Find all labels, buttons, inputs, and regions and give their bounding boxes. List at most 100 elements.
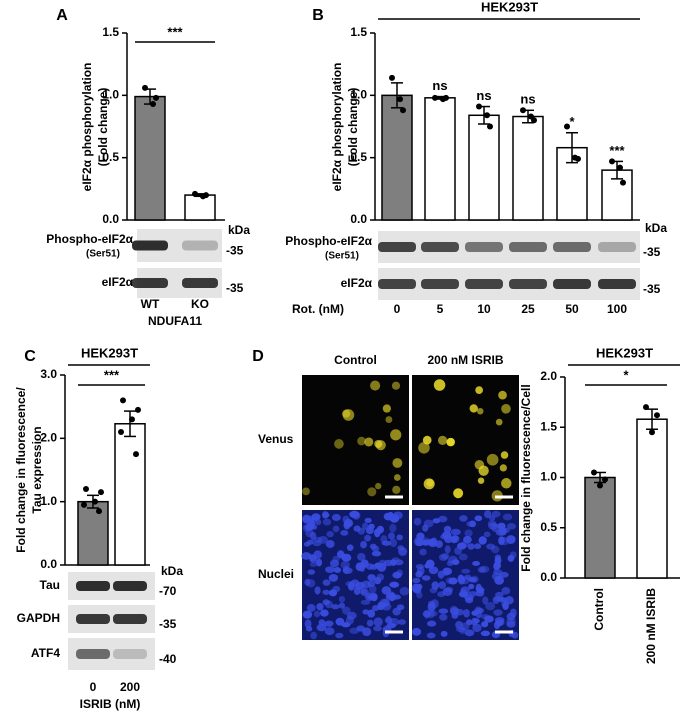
nucleus [335, 632, 344, 639]
cell [500, 451, 509, 459]
panel-letter: A [56, 7, 68, 24]
nucleus [428, 541, 438, 548]
nucleus [484, 510, 492, 519]
x-tick-label: 10 [477, 302, 491, 316]
nucleus [426, 632, 436, 639]
nucleus [322, 518, 332, 526]
nucleus [502, 601, 509, 611]
nucleus [501, 586, 511, 595]
y-tick-label: 1.0 [350, 88, 367, 102]
data-point [487, 123, 493, 130]
nucleus [474, 543, 482, 550]
nucleus [506, 523, 517, 530]
nucleus [368, 523, 375, 530]
blot-label: eIF2α [102, 275, 134, 289]
nucleus [353, 586, 361, 596]
blot-band [76, 649, 110, 659]
blot-band [132, 240, 168, 251]
nucleus [443, 525, 452, 533]
data-point [531, 117, 537, 124]
nucleus [480, 630, 491, 637]
nucleus [475, 583, 482, 593]
nucleus [419, 548, 427, 556]
nucleus [435, 540, 443, 548]
nucleus [493, 562, 500, 571]
blot-band [465, 242, 503, 252]
image-column-label: Control [334, 353, 377, 367]
cell [385, 416, 393, 423]
nucleus [374, 577, 382, 585]
nucleus [338, 595, 346, 603]
nucleus [326, 531, 334, 538]
nucleus [459, 515, 468, 522]
blot-marker: -35 [643, 245, 661, 259]
nucleus [367, 609, 376, 618]
blot-band [421, 279, 459, 289]
blot-band [509, 242, 547, 252]
y-axis-label: Fold change in fluorescence/ [14, 387, 28, 553]
panel-letter: B [312, 7, 324, 24]
x-axis-label: Rot. (nM) [292, 302, 344, 316]
nucleus [498, 536, 505, 546]
data-point [81, 501, 87, 508]
nucleus [356, 625, 365, 632]
x-tick-label: 5 [437, 302, 444, 316]
nucleus [499, 571, 509, 578]
nucleus [427, 609, 435, 619]
cell [486, 453, 499, 466]
data-point [443, 94, 449, 101]
data-point [192, 190, 198, 197]
nucleus [386, 591, 396, 600]
nucleus [362, 522, 369, 530]
nucleus [312, 540, 322, 547]
panel-letter: D [252, 348, 264, 365]
y-tick-label: 0.5 [350, 150, 367, 164]
significance-label: ns [432, 78, 447, 93]
nucleus [387, 511, 394, 520]
bar [468, 114, 500, 221]
nucleus [438, 581, 447, 589]
cell [501, 403, 511, 414]
bar [114, 423, 146, 566]
nucleus [310, 631, 318, 640]
blot-band [182, 240, 218, 251]
blot-band [76, 581, 110, 591]
blot-band [76, 614, 110, 624]
nucleus [383, 559, 393, 567]
cell [375, 440, 386, 451]
nucleus [454, 608, 465, 616]
nucleus [420, 537, 431, 544]
data-point [150, 101, 156, 108]
y-tick-label: 0.5 [540, 520, 557, 534]
bar [134, 95, 166, 221]
nucleus [474, 607, 485, 614]
nucleus [309, 561, 318, 567]
y-tick-label: 1.0 [540, 470, 557, 484]
y-axis-label: Tau expression [30, 426, 44, 513]
bar [584, 476, 616, 579]
nucleus [389, 538, 398, 547]
nucleus [423, 519, 434, 528]
data-point [83, 486, 89, 492]
bar [184, 194, 216, 221]
cell [367, 487, 377, 497]
cell [390, 429, 402, 441]
data-point [432, 94, 438, 101]
significance-label: *** [609, 143, 625, 158]
cell [469, 404, 478, 413]
significance-label: * [623, 367, 629, 382]
nucleus [332, 555, 340, 563]
data-point [484, 112, 490, 119]
nucleus [346, 611, 357, 620]
blot-unit: kDa [161, 564, 183, 578]
nucleus [328, 573, 339, 582]
data-point [609, 158, 615, 165]
data-point [397, 96, 403, 103]
nucleus [311, 513, 321, 522]
nucleus [485, 601, 496, 611]
data-point [129, 416, 135, 423]
nucleus [426, 620, 437, 627]
data-point [643, 404, 649, 411]
nucleus [389, 581, 400, 588]
